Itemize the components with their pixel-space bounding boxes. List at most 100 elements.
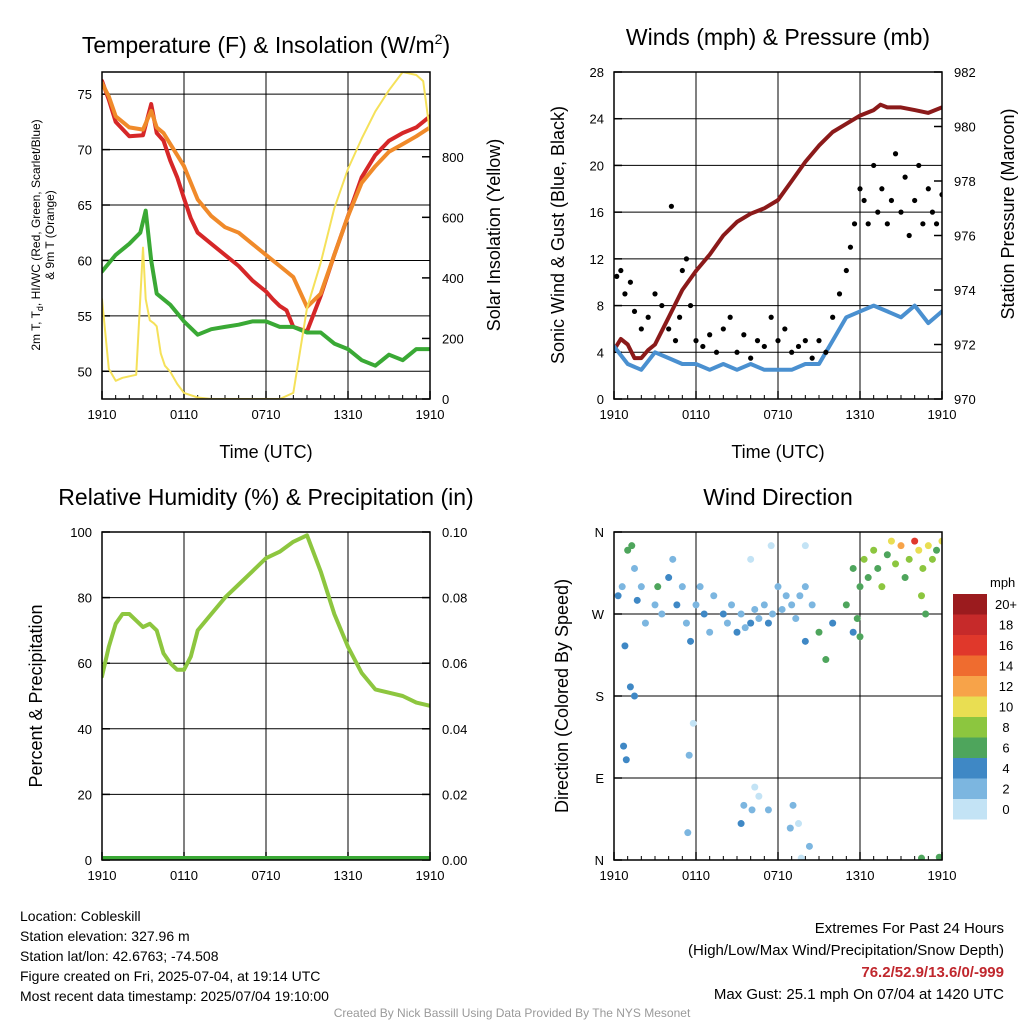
direction-point [684,829,692,837]
humidity-panel: Relative Humidity (%) & Precipitation (i… [26,484,474,883]
latlon-text: Station lat/lon: 42.6763; -74.508 [20,948,219,964]
extremes-title: Extremes For Past 24 Hours [814,920,1004,937]
direction-point [633,596,641,604]
gust-point [734,349,740,355]
direction-point [748,806,756,814]
gust-point [713,349,720,355]
gust-point [782,326,788,332]
direction-point [870,546,878,554]
temperature-panel-title: Temperature (F) & Insolation (W/m2) [82,31,450,58]
legend-label: 2 [1002,782,1009,797]
gust-point [816,338,822,344]
legend-swatch [953,655,987,676]
series-line-2 [102,208,430,368]
y-tick-label: 28 [590,65,604,80]
direction-point [764,619,772,627]
gust-point [741,332,747,338]
direction-point [778,605,786,613]
y-tick-label: 16 [590,205,604,220]
direction-point [911,537,919,545]
gust-point [679,267,685,274]
gust-point [809,355,815,361]
direction-point [897,542,905,550]
y2-tick-label: 200 [442,331,464,346]
direction-point [795,820,802,828]
legend-swatch [953,635,987,656]
direction-point [737,610,745,618]
gust-point [748,355,754,361]
direction-point [687,637,695,645]
y-tick-label: 70 [78,143,92,158]
y-tick-label: 60 [78,253,92,268]
direction-point [631,564,638,572]
gust-point [622,291,628,297]
y-tick-label: E [595,771,604,786]
temperature-y-axis-label: 2m T, Td, HI/WC (Red, Green, Scarlet/Blu… [29,119,45,350]
x-tick-label: 1910 [416,407,445,422]
y2-tick-label: 400 [442,271,464,286]
x-tick-label: 0710 [764,407,793,422]
x-tick-label: 1910 [88,868,117,883]
direction-point [620,742,628,750]
y2-tick-label: 980 [954,120,976,135]
series-group [102,533,430,860]
y-tick-label: 12 [590,252,604,267]
humidity-y-axis-label: Percent & Precipitation [26,604,46,787]
gust-point [823,349,829,355]
direction-point [658,610,666,618]
gust-point [631,308,638,315]
gust-point [700,343,706,350]
direction-point [719,610,727,618]
y2-tick-label: 974 [954,283,976,298]
location-text: Location: Cobleskill [20,908,141,924]
direction-point [764,806,772,814]
gust-point [836,291,843,297]
legend-label: 10 [999,700,1013,715]
direction-point [805,842,813,850]
direction-point [631,692,638,700]
direction-point [622,756,630,764]
gust-point [672,338,679,344]
direction-point [856,583,864,591]
direction-point [829,619,837,627]
direction-point [618,583,626,591]
x-tick-label: 1910 [928,407,957,422]
gust-point [861,197,867,204]
gust-point [687,302,694,309]
direction-point [797,854,805,860]
direction-point [751,605,759,613]
direction-point [849,564,857,572]
extremes-values: 76.2/52.9/13.6/0/-999 [861,964,1004,981]
wind-y-axis-label: Sonic Wind & Gust (Blue, Black) [548,106,568,364]
direction-point [692,601,700,609]
gust-point [933,221,940,227]
temperature-panel: Temperature (F) & Insolation (W/m2) 1910… [29,31,504,462]
gust-point [618,267,624,274]
gust-point [898,209,904,215]
legend-label: 6 [1002,741,1009,756]
direction-point [796,592,804,600]
direction-point [628,542,636,550]
extremes-info: Extremes For Past 24 Hours (High/Low/Max… [688,918,1004,1006]
wind-direction-panel-title: Wind Direction [703,484,853,510]
x-tick-label: 1310 [846,868,875,883]
direction-point [815,628,823,636]
station-info: Location: Cobleskill Station elevation: … [20,906,329,1006]
gust-point [668,203,675,209]
legend-swatch [953,799,987,820]
series-group [614,102,942,372]
legend-title: mph [990,575,1015,590]
direction-point [710,592,718,600]
legend-swatch [953,676,987,697]
direction-point [892,560,900,568]
plot-frame [101,531,431,861]
y-tick-label: S [595,689,604,704]
pressure-y-axis-label: Station Pressure (Maroon) [998,108,1018,319]
gust-point [627,279,634,285]
gust-point [857,186,863,192]
direction-point [637,583,645,591]
y2-tick-label: 800 [442,150,464,165]
